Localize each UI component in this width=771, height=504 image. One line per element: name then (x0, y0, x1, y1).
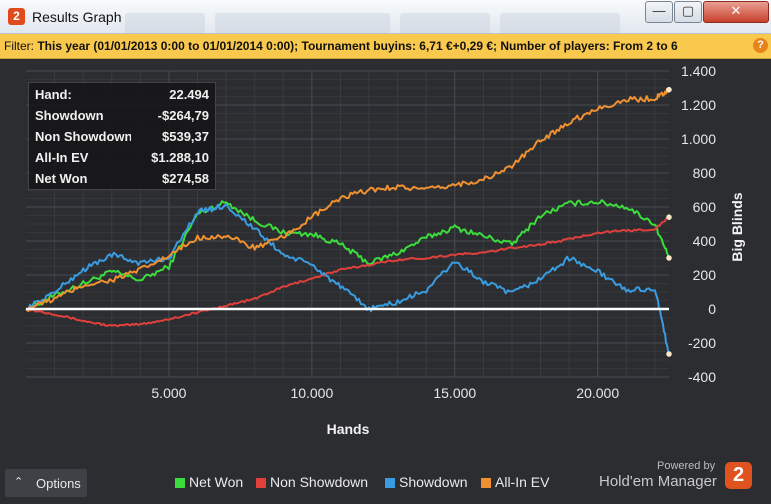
options-label: Options (36, 476, 81, 491)
legend-swatch (385, 478, 395, 488)
brand-name: Hold'em Manager (599, 473, 717, 490)
y-tick-label: 1.000 (681, 131, 716, 147)
stat-value: -$264,79 (157, 108, 209, 123)
x-tick-label: 15.000 (433, 385, 476, 401)
powered-by-text: Powered by (657, 460, 716, 472)
y-tick-label: -400 (688, 369, 716, 385)
filter-label: Filter: (4, 39, 34, 53)
close-button[interactable]: ✕ (703, 1, 769, 23)
x-tick-label: 5.000 (151, 385, 186, 401)
stat-label: Net Won (35, 171, 88, 186)
legend-swatch (175, 478, 185, 488)
y-tick-label: 800 (693, 165, 717, 181)
series-end-point (666, 255, 672, 261)
y-tick-label: 1.200 (681, 97, 716, 113)
legend-label: Showdown (399, 474, 468, 490)
legend-label: Net Won (189, 474, 244, 490)
stat-label: Showdown (35, 108, 104, 123)
stat-row-net-won: Net Won $274,58 (35, 168, 209, 188)
stat-value: $1.288,10 (151, 150, 209, 165)
help-icon[interactable]: ? (753, 38, 768, 53)
legend-label: All-In EV (495, 474, 550, 490)
stat-value: $539,37 (162, 129, 209, 144)
y-tick-label: 600 (693, 199, 717, 215)
background-tab (400, 13, 490, 33)
series-line (25, 203, 670, 355)
options-button[interactable]: ⌃ Options (5, 469, 87, 497)
series-end-point (666, 86, 672, 93)
filter-value: This year (01/01/2013 0:00 to 01/01/2014… (37, 39, 678, 53)
stat-label: Non Showdown (35, 129, 131, 144)
minimize-button[interactable]: — (645, 1, 673, 23)
close-icon: ✕ (730, 3, 742, 18)
stat-value: 22.494 (169, 87, 209, 102)
y-tick-label: -200 (688, 335, 716, 351)
stat-label: Hand: (35, 87, 72, 102)
legend-swatch (256, 478, 266, 488)
stat-row-non-showdown: Non Showdown $539,37 (35, 126, 209, 146)
series-end-point (666, 214, 672, 220)
maximize-button[interactable]: ▢ (674, 1, 702, 23)
chevron-up-icon: ⌃ (14, 476, 24, 488)
stat-row-all-in-ev: All-In EV $1.288,10 (35, 147, 209, 167)
stat-label: All-In EV (35, 150, 89, 165)
stats-panel: Hand: 22.494 Showdown -$264,79 Non Showd… (28, 82, 216, 190)
y-tick-label: 1.400 (681, 63, 716, 79)
x-axis-title: Hands (327, 421, 370, 437)
maximize-icon: ▢ (681, 3, 695, 18)
minimize-icon: — (652, 3, 666, 18)
filter-bar[interactable]: Filter: This year (01/01/2013 0:00 to 01… (0, 34, 771, 59)
series-line (25, 216, 670, 328)
series-end-point (666, 351, 672, 357)
filter-description: Filter: This year (01/01/2013 0:00 to 01… (4, 39, 749, 53)
series-line (25, 199, 670, 312)
title-bar: 2 Results Graph — ▢ ✕ (0, 0, 771, 34)
stat-value: $274,58 (162, 171, 209, 186)
y-tick-label: 0 (708, 301, 716, 317)
window-title: Results Graph (32, 9, 122, 25)
x-tick-label: 10.000 (290, 385, 333, 401)
legend-swatch (481, 478, 491, 488)
x-tick-label: 20.000 (576, 385, 619, 401)
background-tab (125, 13, 205, 33)
hem2-app-icon: 2 (8, 8, 25, 25)
hem2-logo-icon: 2 (725, 462, 752, 489)
y-tick-label: 400 (693, 233, 717, 249)
series-line (25, 88, 670, 312)
background-tab (500, 13, 620, 33)
y-tick-label: 200 (693, 267, 717, 283)
background-tab (215, 13, 390, 33)
legend-label: Non Showdown (270, 474, 369, 490)
y-axis-title: Big Blinds (729, 192, 745, 261)
stat-row-hands: Hand: 22.494 (35, 84, 209, 104)
stat-row-showdown: Showdown -$264,79 (35, 105, 209, 125)
